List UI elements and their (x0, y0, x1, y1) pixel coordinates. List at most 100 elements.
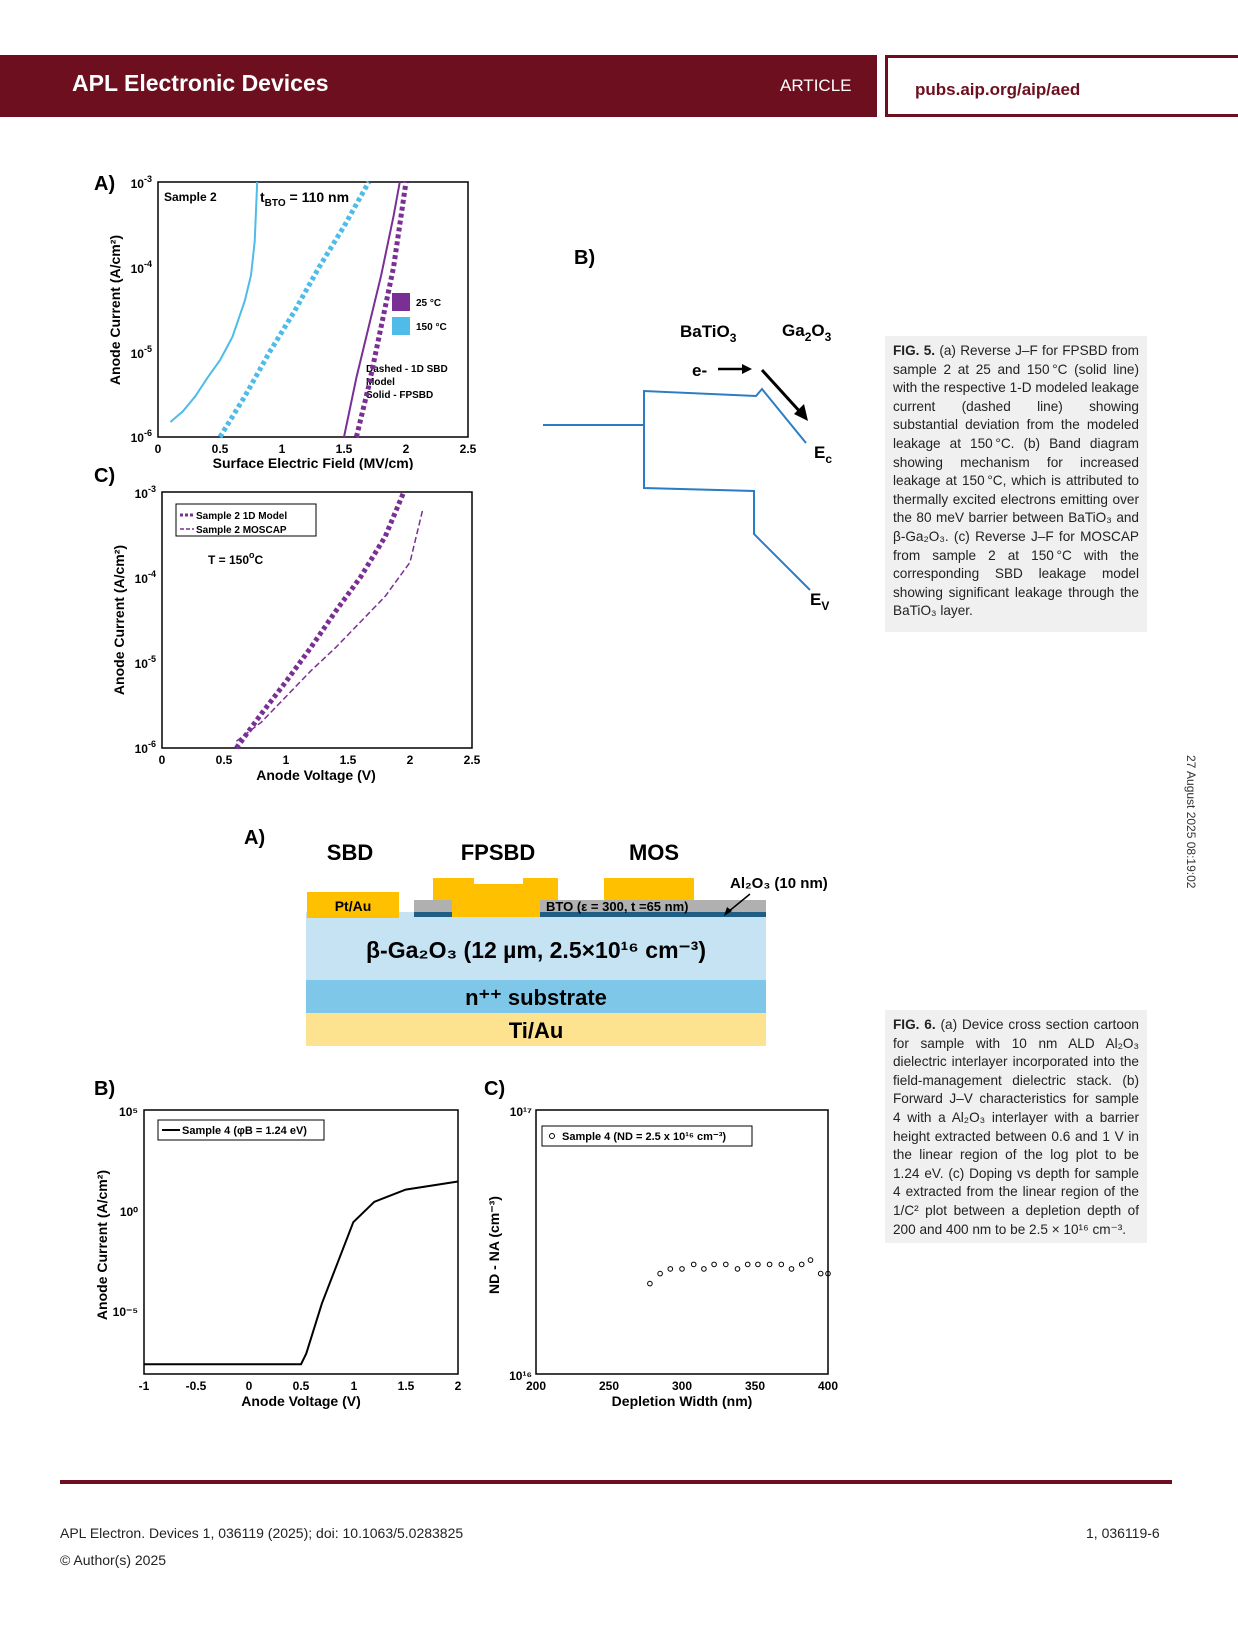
series-line-3 (353, 181, 409, 438)
y-tick-labels: 10-3 10-4 10-5 10-6 (135, 484, 156, 756)
scatter-point (657, 1270, 663, 1277)
svg-text:0: 0 (159, 753, 166, 767)
panel-label: B) (94, 1078, 115, 1100)
tiau-label: Ti/Au (509, 1018, 564, 1043)
legend-box (157, 1119, 325, 1141)
legend-marker (549, 1133, 555, 1139)
svg-text:10-6: 10-6 (131, 428, 152, 445)
x-axis-label: Depletion Width (nm) (612, 1393, 753, 1409)
temperature-label: T = 150oC (208, 550, 264, 567)
footer-citation: APL Electron. Devices 1, 036119 (2025); … (60, 1525, 464, 1541)
svg-text:400: 400 (818, 1379, 838, 1393)
journal-header-bar (0, 55, 877, 117)
footer-copyright: © Author(s) 2025 (60, 1552, 167, 1568)
fpsbd-field-plate (433, 878, 558, 917)
svg-text:10¹⁷: 10¹⁷ (510, 1105, 532, 1119)
scatter-point (755, 1261, 761, 1268)
fig5-caption-label: FIG. 5. (893, 343, 936, 358)
article-type-label: ARTICLE (780, 76, 852, 95)
svg-text:10-4: 10-4 (135, 569, 156, 586)
substrate-label: n⁺⁺ substrate (465, 985, 607, 1010)
thickness-label: tBTO = 110 nm (260, 189, 349, 209)
mos-label: MOS (629, 840, 679, 865)
scatter-point (723, 1261, 729, 1268)
al2o3-callout: Al₂O₃ (10 nm) (730, 875, 828, 892)
svg-text:350: 350 (745, 1379, 765, 1393)
x-axis-label: Anode Voltage (V) (241, 1393, 361, 1409)
legend-label-25c: 25 °C (416, 298, 441, 309)
legend-label-model: Sample 2 1D Model (196, 511, 287, 522)
layer-gap (306, 977, 766, 982)
series-line-2 (343, 181, 401, 438)
panel-label: A) (244, 827, 265, 849)
al2o3-arrow (727, 893, 751, 913)
svg-text:1.5: 1.5 (398, 1379, 415, 1393)
bto-layer (540, 900, 766, 912)
svg-text:0: 0 (155, 442, 162, 456)
bto-label: BTO (ε = 300, t =65 nm) (546, 899, 688, 914)
fig5c-curves (234, 491, 424, 750)
journal-url-link[interactable]: pubs.aip.org/aip/aed (915, 80, 1081, 99)
fig6-panel-a-cross-section: A) SBD FPSBD MOS Pt/Au BTO (ε = 300, t =… (244, 827, 828, 1046)
svg-text:2: 2 (403, 442, 410, 456)
svg-text:1: 1 (283, 753, 290, 767)
svg-text:1: 1 (279, 442, 286, 456)
y-axis-label: ND - NA (cm⁻³) (486, 1196, 502, 1294)
y-axis-label: Anode Current (A/cm²) (107, 235, 123, 385)
y-tick-labels: 10¹⁷ 10¹⁶ (509, 1105, 532, 1383)
scatter-point (734, 1266, 741, 1272)
mos-gate (604, 878, 694, 900)
fig6-panel-c-chart: C) 10¹⁷ 10¹⁶ 200 250 300 350 400 Depleti… (484, 1078, 838, 1409)
url-box (885, 55, 1238, 117)
svg-text:200: 200 (526, 1379, 546, 1393)
fpsbd-label: FPSBD (461, 840, 536, 865)
fig5-caption-text: (a) Reverse J–F for FPSBD from sample 2 … (893, 343, 1139, 619)
scatter-point (798, 1261, 805, 1268)
conduction-band-line (543, 387, 807, 444)
scatter-point (778, 1261, 785, 1268)
sbd-label: SBD (327, 840, 373, 865)
svg-text:1: 1 (351, 1379, 358, 1393)
svg-text:10-5: 10-5 (135, 654, 156, 671)
svg-text:10-4: 10-4 (131, 259, 152, 276)
plot-frame (535, 1109, 829, 1375)
series-line-1 (235, 510, 424, 742)
fig5a-curves (169, 180, 409, 439)
batio3-label: BaTiO3 (680, 322, 737, 345)
legend-label: Sample 4 (ND = 2.5 x 10¹⁶ cm⁻³) (562, 1131, 726, 1143)
fig5-caption: FIG. 5. (a) Reverse J–F for FPSBD from s… (885, 336, 1147, 632)
svg-text:0.5: 0.5 (293, 1379, 310, 1393)
scatter-point (788, 1266, 795, 1272)
scatter-point (711, 1261, 717, 1268)
scatter-point (744, 1261, 751, 1268)
svg-text:250: 250 (599, 1379, 619, 1393)
fig6-caption-text: (a) Device cross section cartoon for sam… (893, 1017, 1139, 1237)
svg-text:0.5: 0.5 (212, 442, 229, 456)
fig6-caption-label: FIG. 6. (893, 1017, 936, 1032)
svg-text:0: 0 (246, 1379, 253, 1393)
plot-frame (157, 181, 469, 438)
legend-label: Sample 4 (φB = 1.24 eV) (182, 1125, 307, 1137)
svg-text:1.5: 1.5 (336, 442, 353, 456)
svg-text:2: 2 (455, 1379, 462, 1393)
download-timestamp: 27 August 2025 08:19:02 (1184, 755, 1198, 889)
ga2o3-label: β-Ga₂O₃ (12 µm, 2.5×10¹⁶ cm⁻³) (366, 937, 706, 963)
x-tick-labels: 0 0.5 1 1.5 2 2.5 (159, 753, 481, 767)
x-axis-label: Anode Voltage (V) (256, 767, 376, 783)
fig6-panel-b-chart: B) 10⁵ 10⁰ 10⁻⁵ -1 -0.5 0 0.5 1 1.5 2 An… (94, 1078, 462, 1409)
al2o3-layer (540, 912, 766, 917)
fig6-caption: FIG. 6. (a) Device cross section cartoon… (885, 1010, 1147, 1243)
series-line-0 (144, 1180, 459, 1366)
sample-label: Sample 2 (164, 190, 217, 204)
ec-label: Ec (814, 443, 832, 466)
svg-text:2.5: 2.5 (460, 442, 477, 456)
y-axis-label: Anode Current (A/cm²) (94, 1170, 110, 1320)
legend-box (175, 503, 317, 537)
scatter-point (667, 1266, 674, 1272)
footer-page-number: 1, 036119-6 (1086, 1525, 1160, 1541)
svg-text:10-6: 10-6 (135, 739, 156, 756)
legend-label-150c: 150 °C (416, 322, 447, 333)
svg-text:10⁵: 10⁵ (119, 1105, 138, 1119)
svg-text:10-5: 10-5 (131, 344, 152, 361)
svg-text:300: 300 (672, 1379, 692, 1393)
